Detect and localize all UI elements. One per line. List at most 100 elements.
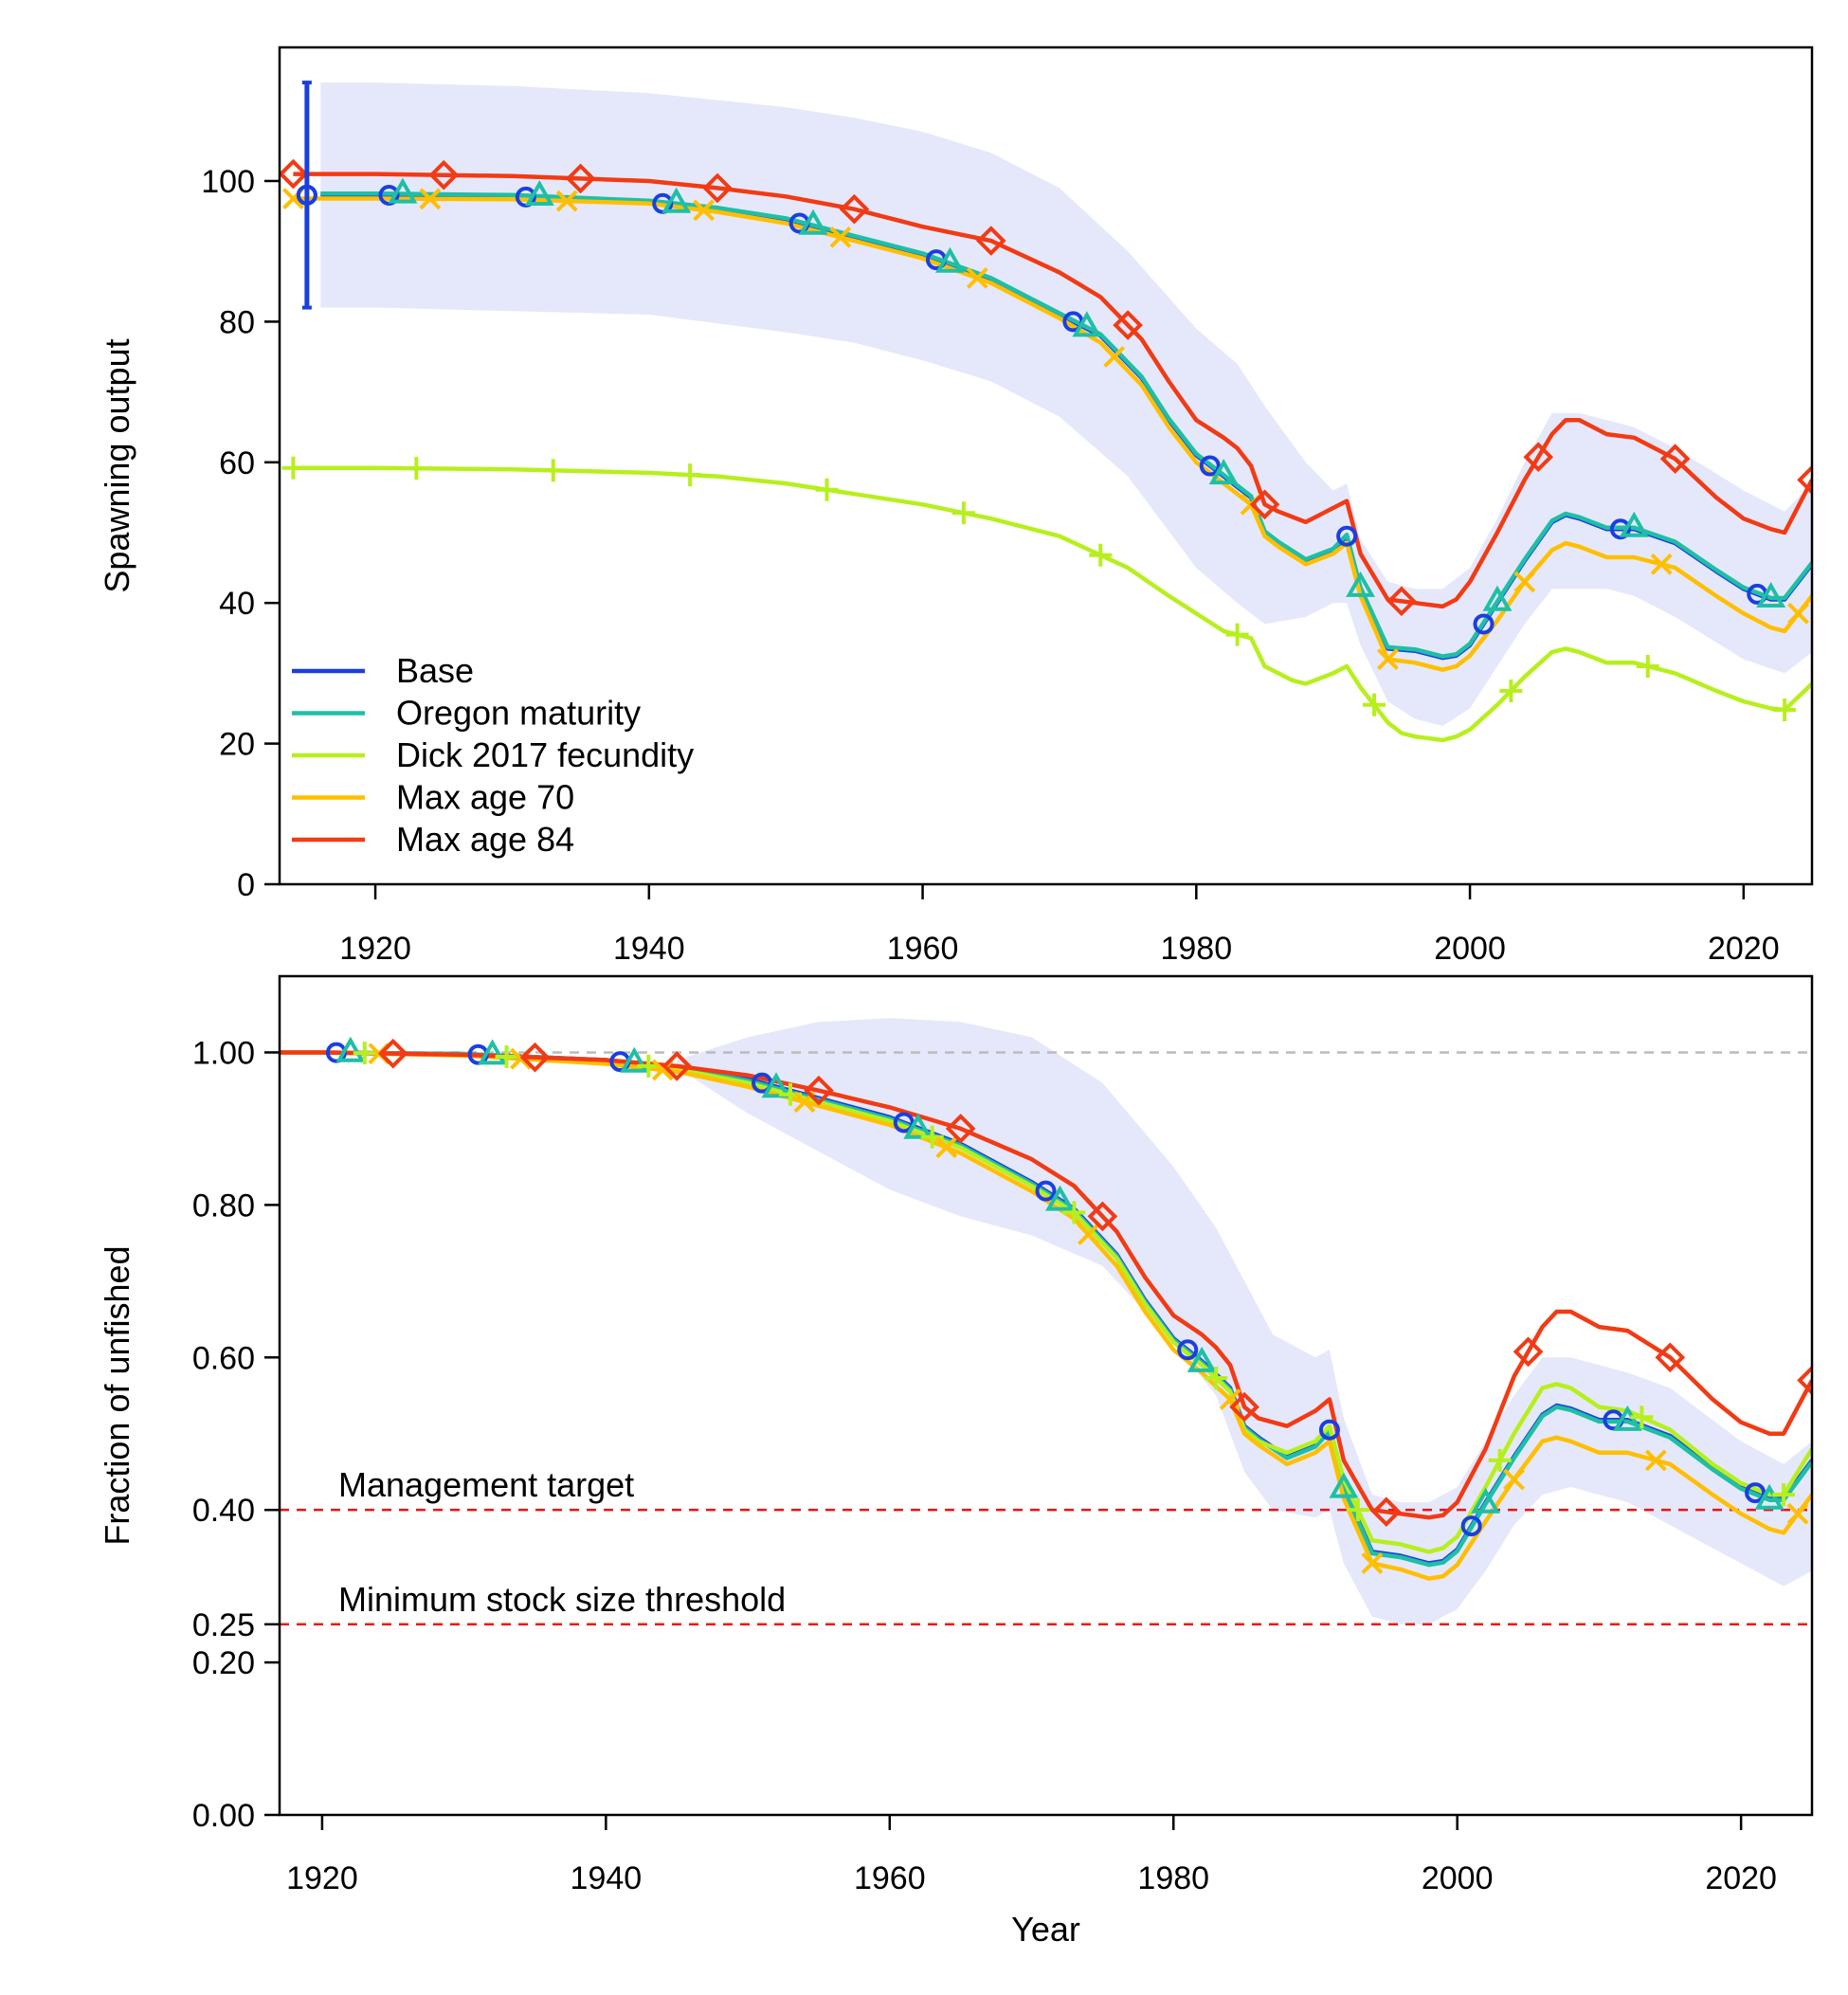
plot-area-1: [280, 81, 1812, 743]
y-tick-label: 1.00: [192, 1035, 255, 1071]
data-point-age70: [1650, 553, 1673, 575]
y-tick-label: 60: [219, 445, 255, 481]
y-tick-label: 0: [237, 867, 255, 903]
data-point-base: [1473, 613, 1495, 635]
x-tick-label: 1960: [887, 931, 959, 967]
data-point-age70: [829, 226, 852, 248]
data-point-base: [1745, 1482, 1766, 1504]
data-point-oregon: [1612, 1405, 1642, 1431]
legend-label: Max age 84: [396, 820, 574, 859]
data-point-age70: [1377, 648, 1399, 670]
data-point-age70: [966, 266, 988, 289]
data-point-oregon: [1346, 571, 1376, 597]
data-point-age84: [1797, 1365, 1812, 1396]
data-point-age84: [565, 163, 596, 194]
data-point-age84: [661, 1051, 693, 1081]
x-tick-label: 1940: [613, 931, 685, 967]
data-point-age70: [555, 190, 578, 212]
data-point-age84: [975, 226, 1006, 256]
data-point-dick: [495, 1045, 518, 1069]
data-point-oregon: [1045, 1185, 1075, 1211]
data-point-oregon: [1619, 511, 1649, 537]
data-point-age70: [1103, 346, 1126, 368]
data-point-age70: [1787, 602, 1809, 625]
data-point-oregon: [1471, 1487, 1501, 1514]
data-point-dick: [920, 1125, 944, 1149]
legend-label: Base: [396, 651, 474, 690]
reference-line-label: Minimum stock size threshold: [338, 1580, 786, 1619]
y-tick-label: 0.25: [192, 1607, 255, 1643]
data-point-age70: [1513, 571, 1536, 593]
legend-label: Oregon maturity: [396, 694, 641, 733]
plot-frame: [278, 45, 1814, 886]
data-point-dick: [1630, 1406, 1654, 1429]
data-point-age84: [428, 159, 460, 190]
data-point-base: [1460, 1515, 1482, 1537]
data-point-dick: [405, 457, 428, 481]
y-axis-label: Spawning output: [98, 338, 136, 592]
x-tick-label: 1920: [286, 1860, 358, 1896]
data-point-dick: [1062, 1201, 1086, 1224]
data-point-age70: [1786, 1502, 1809, 1525]
data-point-dick: [1225, 623, 1249, 646]
data-point-dick: [1089, 543, 1113, 567]
y-axis-label: Fraction of unfished: [98, 1245, 136, 1545]
data-point-oregon: [1187, 1346, 1217, 1372]
data-point-dick: [1363, 693, 1386, 716]
x-tick-label: 1980: [1160, 931, 1232, 967]
y-tick-label: 40: [219, 586, 255, 622]
data-point-age84: [804, 1075, 834, 1106]
data-point-age84: [839, 193, 870, 225]
data-point-age84: [1113, 310, 1143, 340]
data-point-dick: [1772, 1483, 1796, 1507]
y-tick-label: 20: [219, 727, 255, 763]
data-point-oregon: [761, 1072, 791, 1098]
x-tick-label: 1920: [339, 931, 411, 967]
data-point-dick: [281, 456, 305, 480]
data-point-base: [1035, 1180, 1057, 1202]
data-point-age70: [935, 1136, 958, 1159]
data-point-age84: [1371, 1496, 1402, 1528]
data-point-oregon: [619, 1046, 649, 1073]
data-point-oregon: [661, 187, 692, 213]
data-point-age70: [1219, 1388, 1241, 1410]
data-point-dick: [815, 478, 839, 501]
series-line-age84: [280, 1050, 1812, 1520]
data-point-age84: [1386, 586, 1417, 617]
data-point-base: [893, 1112, 915, 1134]
data-point-age70: [1361, 1552, 1384, 1574]
data-point-age84: [1659, 444, 1691, 474]
data-point-base: [1177, 1339, 1199, 1361]
data-point-age84: [1655, 1342, 1686, 1373]
data-point-dick: [637, 1054, 661, 1078]
x-tick-label: 2020: [1705, 1860, 1777, 1896]
plot-area-2: [280, 1018, 1812, 1626]
data-point-base: [1199, 455, 1221, 477]
data-point-dick: [1205, 1367, 1228, 1389]
data-point-age84: [519, 1042, 551, 1073]
data-point-age84: [1249, 489, 1280, 520]
data-point-dick: [679, 463, 702, 487]
data-point-base: [1336, 525, 1358, 547]
data-point-oregon: [1329, 1472, 1359, 1498]
x-axis-label: Year: [1011, 1910, 1080, 1949]
data-point-base: [1609, 518, 1631, 540]
x-tick-label: 2000: [1434, 931, 1506, 967]
legend-label: Max age 70: [396, 778, 574, 817]
data-point-dick: [1773, 698, 1797, 721]
y-tick-label: 100: [201, 164, 255, 200]
data-point-base: [1318, 1419, 1340, 1441]
data-point-age70: [419, 188, 442, 210]
data-point-oregon: [1208, 459, 1239, 485]
data-point-oregon: [1072, 311, 1102, 337]
data-point-oregon: [335, 1036, 366, 1062]
data-point-dick: [353, 1042, 376, 1065]
data-point-age84: [280, 158, 309, 190]
y-tick-label: 0.60: [192, 1340, 255, 1376]
uncertainty-band: [677, 1018, 1812, 1624]
data-point-age84: [1523, 442, 1554, 473]
data-point-dick: [1488, 1448, 1512, 1472]
data-point-age84: [1797, 464, 1812, 496]
data-point-age84: [1087, 1201, 1118, 1232]
